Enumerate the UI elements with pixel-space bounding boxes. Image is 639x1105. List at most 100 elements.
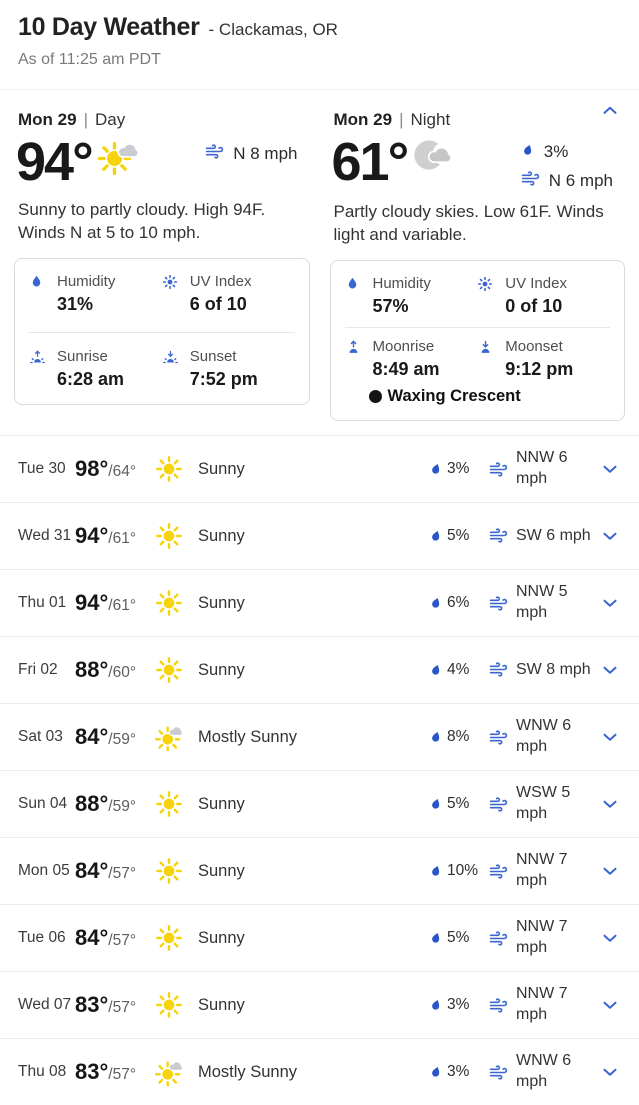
wind-icon	[521, 169, 540, 193]
chevron-up-icon	[599, 106, 621, 125]
night-forecast-column: Mon 29 | Night 61° 3% N 6 mph Partly cloud…	[329, 100, 625, 421]
chevron-down-icon	[603, 733, 617, 741]
expand-row-button[interactable]	[599, 994, 621, 1016]
row-low-temp: /61°	[108, 597, 137, 614]
expand-row-button[interactable]	[599, 793, 621, 815]
row-date: Mon 05	[18, 862, 70, 879]
moon-phase-icon	[368, 390, 382, 403]
as-of-timestamp: As of 11:25 am PDT	[18, 51, 161, 68]
row-precip: 6%	[429, 594, 489, 612]
row-date: Sat 03	[18, 728, 63, 745]
forecast-row[interactable]: Thu 01 94°/61° Sunny 6% NNW 5 mph	[0, 569, 639, 636]
chevron-down-icon	[603, 666, 617, 674]
forecast-row[interactable]: Tue 06 84°/57° Sunny 5% NNW 7 mph	[0, 904, 639, 971]
stat-label: Moonset	[505, 338, 563, 355]
period-separator: |	[399, 110, 404, 129]
stat-value: 7:52 pm	[189, 368, 258, 389]
mostly-sunny-icon	[154, 726, 184, 753]
row-precip-value: 10%	[447, 862, 479, 879]
expand-row-button[interactable]	[599, 1061, 621, 1083]
partly-cloudy-day-icon	[96, 136, 142, 178]
row-wind-value: NNW 7 mph	[516, 918, 568, 956]
forecast-row[interactable]: Sun 04 88°/59° Sunny 5% WSW 5 mph	[0, 770, 639, 837]
stat-label: Humidity	[57, 272, 116, 290]
row-precip: 5%	[429, 527, 489, 545]
row-low-temp: /61°	[108, 530, 137, 547]
chevron-down-icon	[603, 1001, 617, 1009]
row-date: Tue 06	[18, 929, 66, 946]
row-wind-value: NNW 7 mph	[516, 851, 568, 889]
precip-drop-icon	[432, 933, 440, 943]
wind-icon	[489, 729, 508, 745]
row-high-temp: 83°	[75, 1059, 109, 1084]
row-high-temp: 83°	[75, 992, 109, 1017]
uv-index-icon	[162, 274, 177, 289]
forecast-row[interactable]: Mon 05 84°/57° Sunny 10% NNW 7 mph	[0, 837, 639, 904]
expand-row-button[interactable]	[599, 525, 621, 547]
row-wind-value: WNW 6 mph	[516, 717, 572, 755]
row-wind: NNW 7 mph	[489, 917, 595, 959]
sunny-icon	[156, 456, 182, 482]
collapse-button[interactable]	[597, 98, 623, 124]
expand-row-button[interactable]	[599, 860, 621, 882]
row-condition: Sunny	[198, 593, 245, 612]
row-low-temp: /60°	[108, 664, 137, 681]
row-precip: 4%	[429, 661, 489, 679]
precip-drop-icon	[432, 665, 440, 675]
chevron-down-icon	[603, 532, 617, 540]
precip-drop-icon	[432, 598, 440, 608]
row-precip-value: 5%	[447, 795, 470, 812]
row-date: Thu 08	[18, 1063, 67, 1080]
stat-label: Moonrise	[372, 338, 435, 355]
stat-label: Humidity	[372, 275, 431, 292]
row-date: Sun 04	[18, 795, 68, 812]
expand-row-button[interactable]	[599, 927, 621, 949]
row-low-temp: /57°	[108, 1066, 137, 1083]
row-date: Wed 31	[18, 527, 72, 544]
row-precip: 5%	[429, 929, 489, 947]
row-low-temp: /64°	[108, 463, 137, 480]
day-temperature: 94°	[16, 132, 94, 192]
row-precip-value: 5%	[447, 527, 470, 544]
row-temps: 88°/59°	[75, 791, 155, 817]
row-wind: SW 6 mph	[489, 526, 595, 547]
forecast-row[interactable]: Tue 30 98°/64° Sunny 3% NNW 6 mph	[0, 435, 639, 502]
wind-icon	[489, 595, 508, 611]
row-wind: NNW 6 mph	[489, 448, 595, 490]
row-wind-value: NNW 6 mph	[516, 449, 568, 487]
row-precip-value: 3%	[447, 1063, 470, 1080]
sunset-icon	[162, 350, 178, 363]
row-condition: Sunny	[198, 459, 245, 478]
sunny-icon	[156, 791, 182, 817]
period-separator: |	[83, 110, 88, 129]
forecast-row[interactable]: Wed 31 94°/61° Sunny 5% SW 6 mph	[0, 502, 639, 569]
wind-icon	[521, 171, 539, 186]
row-condition: Sunny	[198, 794, 245, 813]
forecast-row[interactable]: Sat 03 84°/59° Mostly Sunny 8% WNW 6 mph	[0, 703, 639, 770]
precip-drop-icon	[521, 142, 535, 162]
row-wind-value: SW 6 mph	[516, 526, 591, 544]
stat-box-divider	[344, 327, 610, 328]
row-precip-value: 3%	[447, 996, 470, 1013]
row-temps: 83°/57°	[75, 992, 155, 1018]
wind-icon	[205, 142, 224, 166]
cloudy-night-icon	[414, 140, 453, 170]
expand-row-button[interactable]	[599, 458, 621, 480]
sunny-icon	[156, 523, 182, 549]
forecast-row[interactable]: Thu 08 83°/57° Mostly Sunny 3% WNW 6 mph	[0, 1038, 639, 1105]
expand-row-button[interactable]	[599, 592, 621, 614]
expand-row-button[interactable]	[599, 659, 621, 681]
expand-row-button[interactable]	[599, 726, 621, 748]
row-wind-value: NNW 5 mph	[516, 583, 568, 621]
forecast-row[interactable]: Fri 02 88°/60° Sunny 4% SW 8 mph	[0, 636, 639, 703]
row-high-temp: 84°	[75, 858, 109, 883]
stat-item-humidity: Humidity 57%	[345, 275, 478, 317]
wind-icon	[489, 461, 508, 477]
page-title: 10 Day Weather	[18, 13, 200, 41]
row-precip-value: 5%	[447, 929, 470, 946]
row-condition: Mostly Sunny	[198, 727, 298, 746]
row-high-temp: 84°	[75, 724, 109, 749]
stat-item-moonset: Moonset 9:12 pm	[477, 338, 610, 380]
page-header: 10 Day Weather - Clackamas, OR As of 11:…	[0, 0, 639, 90]
forecast-row[interactable]: Wed 07 83°/57° Sunny 3% NNW 7 mph	[0, 971, 639, 1038]
